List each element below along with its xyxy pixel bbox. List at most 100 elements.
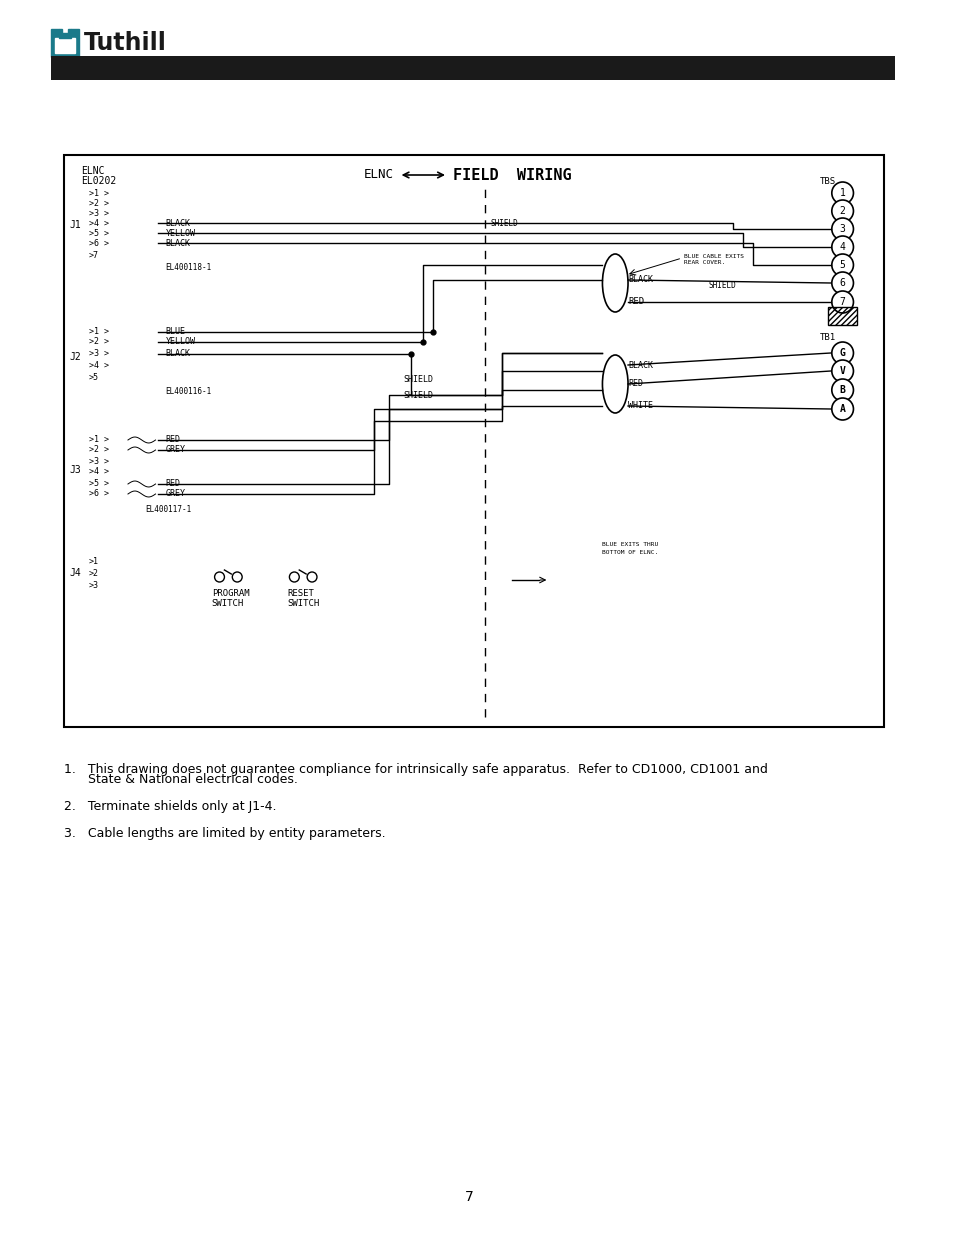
Text: REAR COVER.: REAR COVER. (683, 261, 724, 266)
Circle shape (831, 359, 853, 382)
Text: BLACK: BLACK (165, 219, 191, 227)
Text: EL400117-1: EL400117-1 (146, 505, 192, 514)
Circle shape (831, 182, 853, 204)
Text: BOTTOM OF ELNC.: BOTTOM OF ELNC. (601, 550, 658, 555)
Text: J4: J4 (70, 568, 82, 578)
Circle shape (831, 254, 853, 275)
Text: SHIELD: SHIELD (403, 390, 434, 399)
Text: RED: RED (165, 436, 180, 445)
Text: SHIELD: SHIELD (708, 280, 736, 289)
Text: WHITE: WHITE (627, 401, 653, 410)
Text: J2: J2 (70, 352, 82, 362)
Circle shape (233, 572, 242, 582)
Text: >6 >: >6 > (89, 489, 109, 499)
Text: >2: >2 (89, 568, 98, 578)
Circle shape (831, 200, 853, 222)
Text: 7: 7 (839, 296, 844, 308)
Text: 1: 1 (839, 188, 844, 198)
Text: 3: 3 (839, 224, 844, 233)
Text: >3: >3 (89, 580, 98, 589)
Polygon shape (55, 38, 74, 53)
Text: A: A (839, 404, 844, 414)
Text: TBS: TBS (820, 177, 835, 185)
Text: RESET: RESET (287, 589, 314, 599)
Text: SWITCH: SWITCH (212, 599, 244, 609)
Circle shape (831, 272, 853, 294)
Text: RED: RED (627, 298, 643, 306)
Text: 4: 4 (839, 242, 844, 252)
Text: BLACK: BLACK (627, 361, 653, 369)
Bar (64, 156, 883, 727)
Text: ELNC: ELNC (363, 168, 394, 182)
Text: >2 >: >2 > (89, 337, 109, 347)
Text: G: G (839, 348, 844, 358)
Text: J1: J1 (70, 220, 82, 230)
Circle shape (831, 398, 853, 420)
Text: YELLOW: YELLOW (165, 228, 195, 237)
Text: BLUE EXITS THRU: BLUE EXITS THRU (601, 542, 658, 547)
Text: 2: 2 (839, 206, 844, 216)
Text: B: B (839, 385, 844, 395)
Text: EL400116-1: EL400116-1 (165, 388, 212, 396)
Polygon shape (59, 28, 71, 38)
Text: >1 >: >1 > (89, 327, 109, 336)
Text: >5 >: >5 > (89, 228, 109, 237)
Text: SWITCH: SWITCH (287, 599, 319, 609)
Text: YELLOW: YELLOW (165, 337, 195, 347)
Text: RED: RED (165, 479, 180, 489)
Text: >3 >: >3 > (89, 350, 109, 358)
Text: SHIELD: SHIELD (403, 375, 434, 384)
Circle shape (289, 572, 299, 582)
Text: 2.   Terminate shields only at J1-4.: 2. Terminate shields only at J1-4. (64, 800, 276, 813)
Text: >4 >: >4 > (89, 219, 109, 227)
Text: >7: >7 (89, 251, 98, 259)
Text: 6: 6 (839, 278, 844, 288)
Text: >5 >: >5 > (89, 479, 109, 489)
Text: 7: 7 (465, 1191, 474, 1204)
Circle shape (831, 291, 853, 312)
Text: >6 >: >6 > (89, 238, 109, 247)
Text: >3 >: >3 > (89, 457, 109, 467)
Text: >4 >: >4 > (89, 362, 109, 370)
Text: >2 >: >2 > (89, 446, 109, 454)
Bar (51, 56, 894, 80)
Text: 5: 5 (839, 261, 844, 270)
Circle shape (831, 219, 853, 240)
Text: EL400118-1: EL400118-1 (165, 263, 212, 273)
Text: ELNC: ELNC (81, 165, 104, 177)
Ellipse shape (601, 354, 627, 412)
Circle shape (831, 342, 853, 364)
Text: 3.   Cable lengths are limited by entity parameters.: 3. Cable lengths are limited by entity p… (64, 827, 385, 840)
Text: >1: >1 (89, 557, 98, 566)
Circle shape (214, 572, 224, 582)
Text: BLACK: BLACK (165, 350, 191, 358)
Text: >2 >: >2 > (89, 199, 109, 207)
Text: BLACK: BLACK (165, 238, 191, 247)
Text: EL0202: EL0202 (81, 177, 116, 186)
Bar (827, 308, 857, 325)
Text: RED: RED (627, 379, 642, 389)
Text: >1 >: >1 > (89, 436, 109, 445)
Text: Tuthill: Tuthill (84, 31, 167, 56)
Circle shape (831, 379, 853, 401)
Text: >1 >: >1 > (89, 189, 109, 198)
Text: BLACK: BLACK (627, 275, 653, 284)
Circle shape (307, 572, 316, 582)
Text: GREY: GREY (165, 446, 185, 454)
Text: State & National electrical codes.: State & National electrical codes. (64, 773, 297, 785)
Circle shape (831, 236, 853, 258)
Text: V: V (839, 366, 844, 375)
Polygon shape (51, 28, 79, 57)
Text: >3 >: >3 > (89, 209, 109, 217)
Text: TB1: TB1 (820, 333, 835, 342)
Ellipse shape (601, 254, 627, 312)
Text: SHIELD: SHIELD (490, 219, 517, 227)
Text: GREY: GREY (165, 489, 185, 499)
Text: J3: J3 (70, 466, 82, 475)
Text: >4 >: >4 > (89, 468, 109, 477)
Text: PROGRAM: PROGRAM (212, 589, 249, 599)
Text: 1.   This drawing does not guarantee compliance for intrinsically safe apparatus: 1. This drawing does not guarantee compl… (64, 763, 767, 776)
Text: FIELD  WIRING: FIELD WIRING (453, 168, 571, 183)
Text: BLUE: BLUE (165, 327, 185, 336)
Text: BLUE CABLE EXITS: BLUE CABLE EXITS (683, 253, 743, 258)
